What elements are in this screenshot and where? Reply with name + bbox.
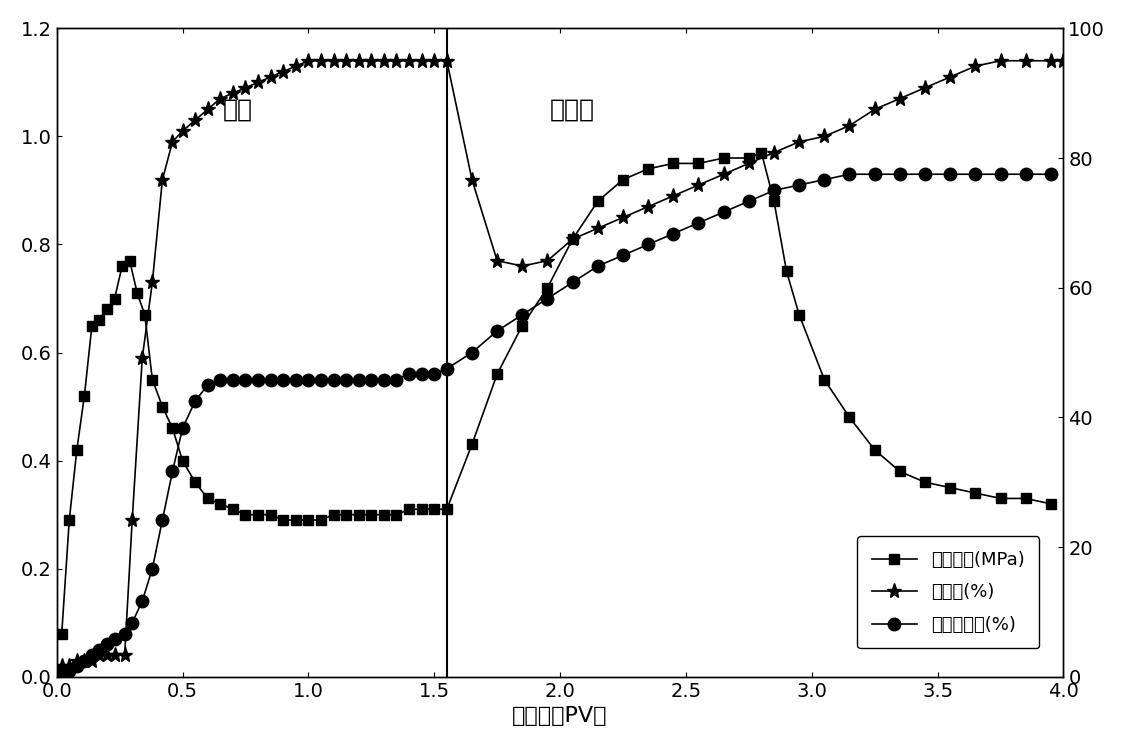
Line: 注入压力(MPa): 注入压力(MPa) xyxy=(57,148,1056,639)
累计采收率(%) xyxy=(239,375,252,384)
注入压力(MPa) xyxy=(1019,494,1033,503)
累计采收率(%) xyxy=(251,375,265,384)
Line: 累计采收率(%): 累计采收率(%) xyxy=(55,168,1057,678)
累计采收率(%) xyxy=(188,397,202,406)
累计采收率(%) xyxy=(214,375,227,384)
注入压力(MPa) xyxy=(1044,499,1057,508)
含水率(%) xyxy=(414,56,428,65)
含水率(%) xyxy=(263,72,277,81)
注入压力(MPa) xyxy=(377,510,391,519)
累计采收率(%) xyxy=(135,597,149,606)
X-axis label: 注入量（PV）: 注入量（PV） xyxy=(512,706,608,726)
注入压力(MPa) xyxy=(226,505,240,514)
含水率(%) xyxy=(302,56,315,65)
含水率(%) xyxy=(55,661,69,670)
Text: 体系驱: 体系驱 xyxy=(551,97,596,121)
Text: 水驱: 水驱 xyxy=(223,97,253,121)
含水率(%) xyxy=(1056,56,1070,65)
注入压力(MPa) xyxy=(754,148,768,157)
Line: 含水率(%): 含水率(%) xyxy=(54,53,1071,674)
注入压力(MPa) xyxy=(55,629,69,638)
累计采收率(%) xyxy=(491,326,504,335)
注入压力(MPa) xyxy=(616,175,629,184)
含水率(%) xyxy=(491,256,504,265)
累计采收率(%) xyxy=(842,170,856,179)
注入压力(MPa) xyxy=(352,510,366,519)
注入压力(MPa) xyxy=(200,494,214,503)
累计采收率(%) xyxy=(55,667,69,676)
Legend: 注入压力(MPa), 含水率(%), 累计采收率(%): 注入压力(MPa), 含水率(%), 累计采收率(%) xyxy=(857,536,1039,648)
含水率(%) xyxy=(155,175,169,184)
含水率(%) xyxy=(893,94,906,103)
累计采收率(%) xyxy=(1044,170,1057,179)
含水率(%) xyxy=(176,126,189,135)
